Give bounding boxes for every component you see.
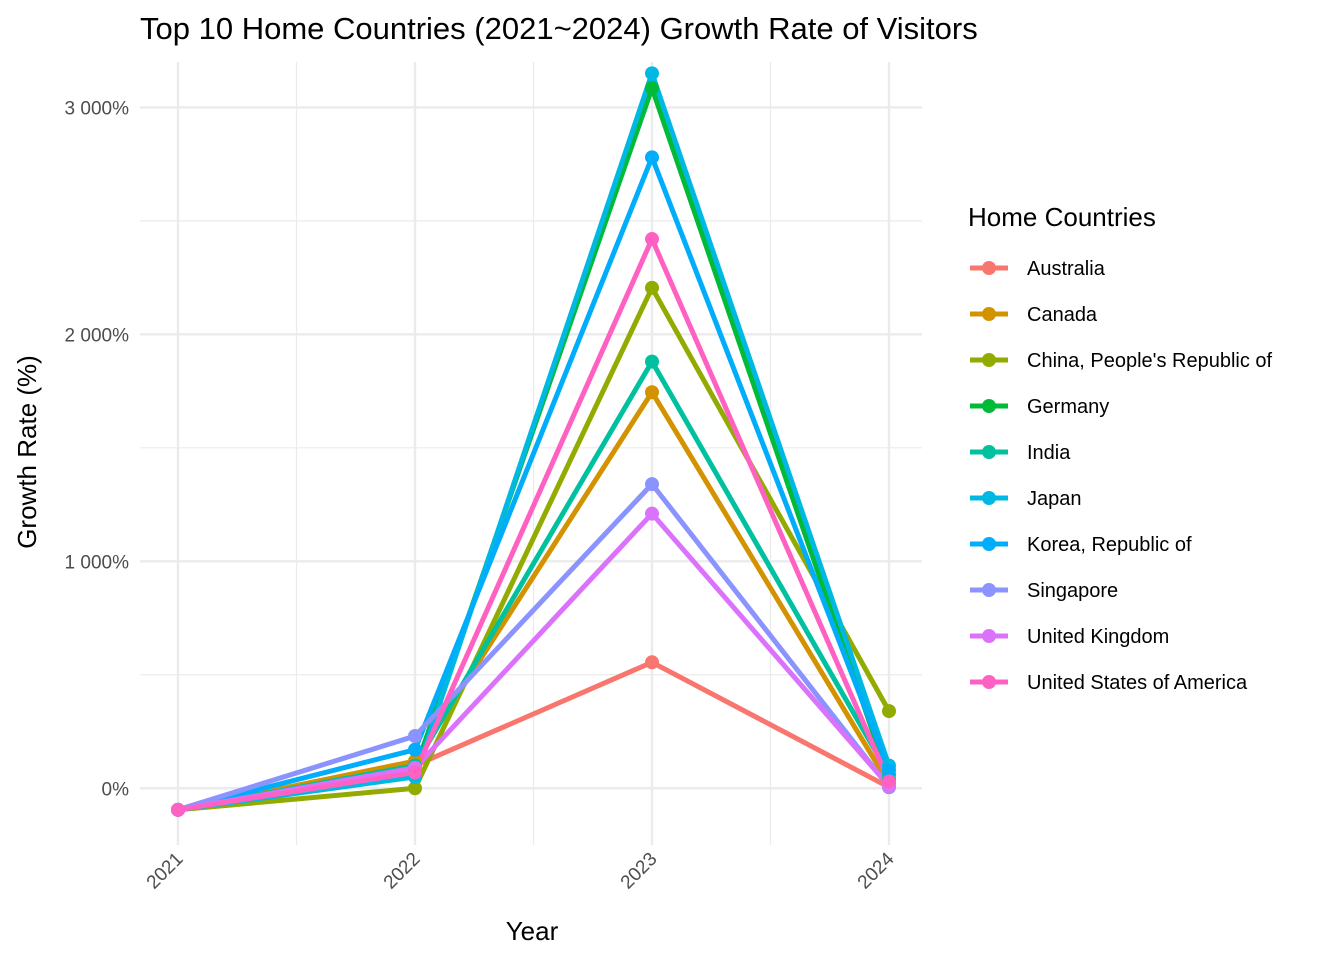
series-line-singapore	[177, 481, 891, 813]
data-point-australia	[645, 655, 659, 670]
data-point-united-kingdom	[645, 506, 659, 521]
y-tick-label: 1 000%	[65, 552, 130, 573]
x-tick-label: 2024	[854, 848, 899, 893]
legend-label-canada: Canada	[1027, 304, 1098, 326]
legend-label-germany: Germany	[1027, 396, 1109, 418]
data-point-united-states-of-america	[408, 765, 422, 780]
data-point-singapore	[645, 477, 659, 492]
data-point-canada	[645, 385, 659, 400]
legend-label-korea-republic-of: Korea, Republic of	[1027, 534, 1192, 556]
data-point-united-states-of-america	[882, 774, 896, 789]
x-axis-title: Year	[506, 916, 559, 946]
data-point-united-states-of-america	[645, 232, 659, 247]
y-axis-title: Growth Rate (%)	[12, 355, 42, 549]
legend-label-china-people-s-republic-of: China, People's Republic of	[1027, 350, 1273, 372]
y-tick-label: 3 000%	[65, 98, 130, 119]
y-tick-label: 0%	[102, 779, 130, 800]
legend-key-point-australia	[982, 261, 996, 275]
legend-label-india: India	[1027, 442, 1071, 464]
legend-key-point-united-states-of-america	[982, 675, 996, 689]
data-point-singapore	[408, 729, 422, 744]
legend-label-united-kingdom: United Kingdom	[1027, 626, 1169, 648]
data-point-china-people-s-republic-of	[882, 704, 896, 719]
data-point-germany	[645, 81, 659, 96]
x-tick-label: 2022	[380, 849, 425, 894]
x-axis-tick-labels: 2021 2022 2023 2024	[143, 848, 899, 893]
series-line-china-people-s-republic-of	[177, 285, 892, 813]
legend-key-point-japan	[982, 491, 996, 505]
legend-label-singapore: Singapore	[1027, 580, 1118, 602]
x-tick-label: 2023	[617, 849, 662, 894]
data-point-korea-republic-of	[645, 150, 659, 165]
legend-key-point-germany	[982, 399, 996, 413]
legend-key-point-canada	[982, 307, 996, 321]
legend-key-point-korea-republic-of	[982, 537, 996, 551]
series-line-united-states-of-america	[177, 236, 892, 813]
legend-key-point-singapore	[982, 583, 996, 597]
legend: Home Countries Australia Canada China, Peo…	[968, 202, 1273, 694]
legend-key-point-united-kingdom	[982, 629, 996, 643]
y-tick-label: 2 000%	[65, 325, 130, 346]
legend-label-united-states-of-america: United States of America	[1027, 672, 1248, 694]
y-axis-tick-labels: 0% 1 000% 2 000% 3 000%	[65, 98, 130, 800]
data-point-united-states-of-america	[171, 802, 185, 817]
x-tick-label: 2021	[143, 849, 188, 894]
series-line-korea-republic-of	[177, 154, 892, 813]
data-point-korea-republic-of	[882, 763, 896, 778]
series-points	[171, 66, 896, 817]
legend-label-japan: Japan	[1027, 488, 1082, 510]
data-point-china-people-s-republic-of	[645, 280, 659, 295]
legend-label-australia: Australia	[1027, 258, 1106, 280]
data-point-china-people-s-republic-of	[408, 781, 422, 796]
legend-key-point-india	[982, 445, 996, 459]
legend-key-point-china-people-s-republic-of	[982, 353, 996, 367]
series-lines	[177, 70, 892, 813]
data-point-india	[645, 354, 659, 369]
data-point-korea-republic-of	[408, 742, 422, 757]
chart-title: Top 10 Home Countries (2021~2024) Growth…	[140, 11, 978, 46]
legend-title: Home Countries	[968, 202, 1156, 232]
data-point-japan	[645, 66, 659, 81]
